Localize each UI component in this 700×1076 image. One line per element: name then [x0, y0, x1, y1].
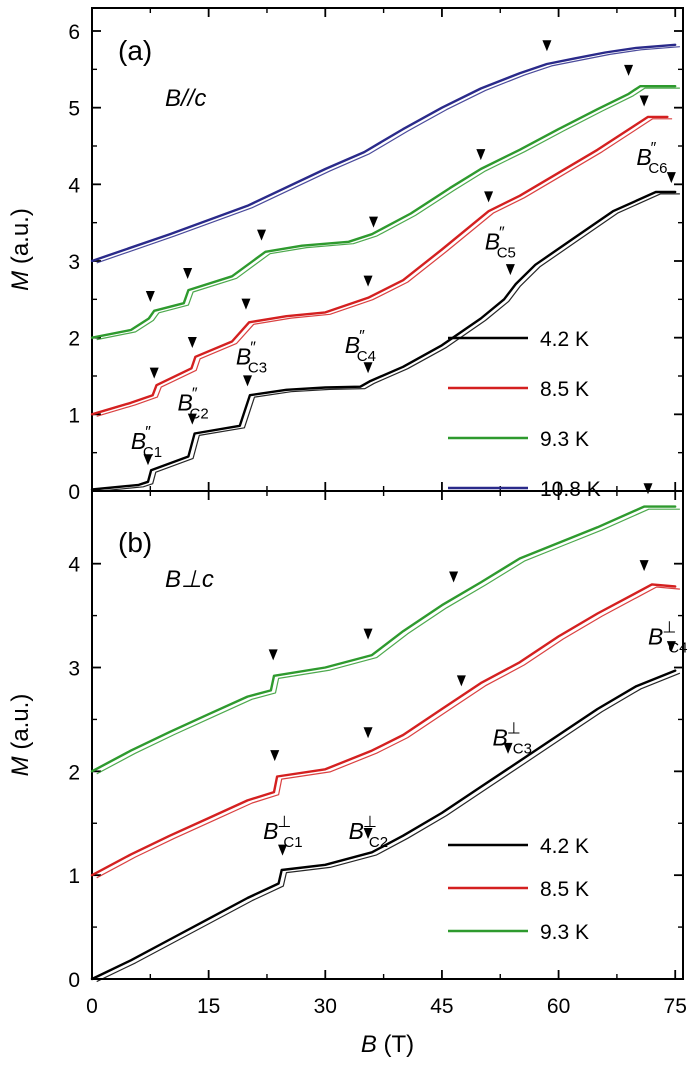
legend-label: 9.3 K: [540, 921, 589, 944]
plot-frame-b: [91, 490, 684, 980]
series-line-sweep: [96, 46, 680, 264]
series-line-sweep: [96, 586, 680, 879]
y-tick-label: 2: [68, 328, 80, 351]
panel-label: (b): [118, 527, 152, 558]
critical-field-label: B″ C4: [345, 328, 376, 365]
x-axis-tick-labels: 0 15 30 45 60 75: [86, 995, 687, 1018]
y-axis-title: M (a.u.): [7, 694, 34, 777]
series-line-sweep: [96, 87, 680, 341]
transition-marker-icon: [187, 337, 197, 348]
legend-label: 4.2 K: [540, 328, 589, 351]
series-line-9-3-k: [90, 505, 677, 773]
transition-marker-icon: [484, 191, 494, 203]
panel-a: 0 1 2 3 4 5 6 M (a.u.) B″ C1 B″ C2 B″ C3 B″ C4 B″ C5 B″ C6 (…: [7, 7, 684, 504]
y-tick-label: 3: [68, 658, 80, 681]
y-tick-label: 5: [68, 98, 80, 121]
transition-marker-icon: [643, 483, 653, 495]
transition-marker-icon: [243, 375, 253, 387]
y-tick-label: 4: [68, 554, 80, 577]
transition-marker-icon: [476, 149, 486, 161]
transition-marker-icon: [187, 413, 197, 425]
legend-label: 8.5 K: [540, 378, 589, 401]
legend: 4.2 K 8.5 K 9.3 K: [448, 835, 589, 944]
x-tick-label: 15: [197, 995, 220, 1018]
transition-marker-icon: [456, 675, 466, 687]
series-line-10-8-k: [90, 43, 677, 263]
critical-field-label: B⊥ C2: [349, 814, 388, 851]
y-axis-title: M (a.u.): [7, 208, 34, 291]
transition-marker-icon: [542, 40, 552, 52]
transition-marker-icon: [666, 172, 676, 184]
y-tick-label: 1: [68, 404, 80, 427]
critical-field-label: B″ C5: [485, 225, 516, 262]
transition-marker-icon: [270, 750, 280, 762]
panel-label: (a): [118, 35, 152, 66]
transition-marker-icon: [639, 95, 649, 107]
x-tick-label: 0: [86, 995, 98, 1018]
transition-marker-icon: [268, 649, 278, 661]
y-tick-label: 6: [68, 21, 80, 44]
x-tick-label: 75: [664, 995, 687, 1018]
series-line-sweep: [96, 672, 681, 983]
critical-field-label: B″ C2: [178, 386, 209, 423]
legend-label: 9.3 K: [540, 428, 589, 451]
transition-marker-icon: [149, 367, 159, 379]
transition-marker-icon: [143, 454, 153, 466]
transition-marker-icon: [257, 229, 267, 241]
transition-marker-icon: [639, 560, 649, 572]
transition-marker-icon: [278, 844, 288, 856]
y-tick-label: 0: [68, 481, 80, 504]
transition-marker-icon: [363, 275, 373, 287]
x-tick-label: 60: [547, 995, 570, 1018]
series-line-8-5-k: [90, 115, 669, 416]
series-line-sweep: [96, 508, 680, 775]
critical-field-label: B⊥ C3: [492, 720, 531, 757]
panel-b: 0 1 2 3 4 M (a.u.) B⊥ C1 B⊥ C2 B⊥ C3 B⊥ C4 (b) B⊥c 4.2 K…: [7, 483, 687, 992]
legend-label: 8.5 K: [540, 878, 589, 901]
transition-marker-icon: [624, 64, 634, 76]
critical-field-label: B″ C6: [636, 140, 667, 177]
x-tick-label: 30: [314, 995, 337, 1018]
critical-field-label: B″ C1: [131, 424, 162, 461]
transition-marker-icon: [369, 216, 379, 228]
transition-marker-icon: [449, 571, 459, 583]
y-tick-label: 1: [68, 865, 80, 888]
legend-label: 4.2 K: [540, 835, 589, 858]
transition-marker-icon: [145, 291, 155, 302]
y-tick-label: 2: [68, 761, 80, 784]
field-orientation-label: B//c: [165, 85, 206, 112]
legend-label: 10.8 K: [540, 478, 601, 501]
x-axis-title: B (T): [361, 1031, 414, 1058]
transition-marker-icon: [666, 641, 676, 653]
series-line-sweep: [96, 193, 680, 492]
transition-marker-icon: [503, 742, 513, 754]
y-tick-label: 0: [68, 969, 80, 992]
x-tick-label: 45: [430, 995, 453, 1018]
series-line-9-3-k: [90, 84, 677, 339]
critical-field-label: B⊥ C1: [263, 814, 302, 851]
transition-marker-icon: [241, 298, 251, 310]
field-orientation-label: B⊥c: [165, 566, 214, 593]
transition-marker-icon: [363, 727, 373, 739]
transition-marker-icon: [363, 362, 373, 374]
plot-frame-a: [91, 7, 684, 492]
y-tick-label: 4: [68, 174, 80, 197]
transition-marker-icon: [363, 628, 373, 640]
series-line-4-2-k: [90, 669, 677, 981]
critical-field-label: B″ C3: [236, 340, 267, 377]
critical-field-label: B⊥ C4: [648, 620, 687, 657]
series-line-8-5-k: [90, 583, 677, 877]
transition-marker-icon: [505, 264, 515, 276]
series-line-4-2-k: [90, 190, 677, 491]
transition-marker-icon: [183, 268, 193, 279]
y-tick-label: 3: [68, 251, 80, 274]
series-line-sweep: [96, 118, 673, 417]
transition-marker-icon: [363, 828, 373, 840]
legend: 4.2 K 8.5 K 9.3 K 10.8 K: [448, 328, 601, 501]
